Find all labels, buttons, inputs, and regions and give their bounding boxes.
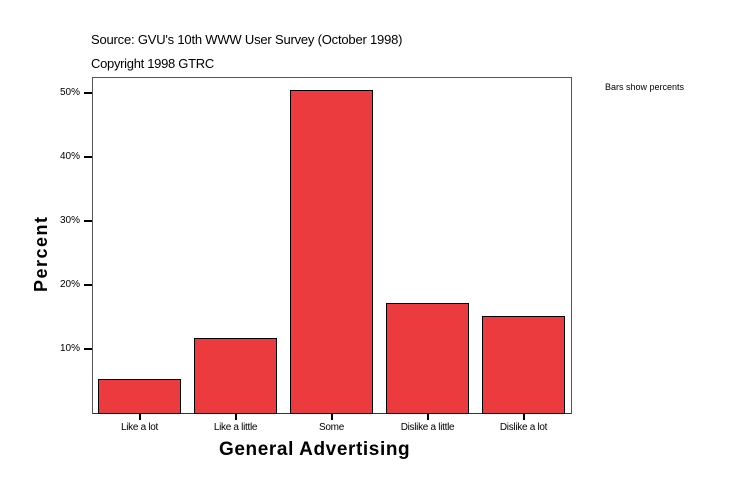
bar: [290, 90, 373, 414]
x-tick-label: Like a little: [213, 422, 258, 433]
bar: [194, 338, 277, 414]
y-tick: [84, 92, 92, 94]
bars-note: Bars show percents: [605, 82, 685, 92]
source-text: Source: GVU's 10th WWW User Survey (Octo…: [91, 32, 403, 47]
x-tick-label: Dislike a little: [400, 422, 455, 433]
bar: [386, 302, 469, 414]
x-tick-label: Dislike a lot: [499, 422, 548, 433]
x-tick: [234, 414, 237, 420]
x-tick-label: Some: [319, 422, 344, 433]
y-axis-title: Percent: [31, 215, 51, 292]
y-tick-label: 20%: [59, 279, 80, 290]
bar: [482, 315, 565, 414]
y-tick: [84, 284, 92, 286]
x-tick: [330, 414, 333, 420]
x-axis-title: General Advertising: [219, 439, 411, 460]
y-tick-label: 40%: [59, 151, 80, 162]
x-tick: [426, 414, 429, 420]
x-tick: [138, 414, 141, 420]
x-tick-label: Like a lot: [120, 422, 159, 433]
y-tick: [84, 156, 92, 158]
y-tick: [84, 220, 92, 222]
bar: [98, 379, 181, 414]
y-tick: [84, 348, 92, 350]
y-tick-label: 50%: [59, 87, 80, 98]
y-tick-label: 10%: [59, 343, 80, 354]
copyright-text: Copyright 1998 GTRC: [91, 56, 214, 71]
y-tick-label: 30%: [59, 215, 80, 226]
x-tick: [522, 414, 525, 420]
